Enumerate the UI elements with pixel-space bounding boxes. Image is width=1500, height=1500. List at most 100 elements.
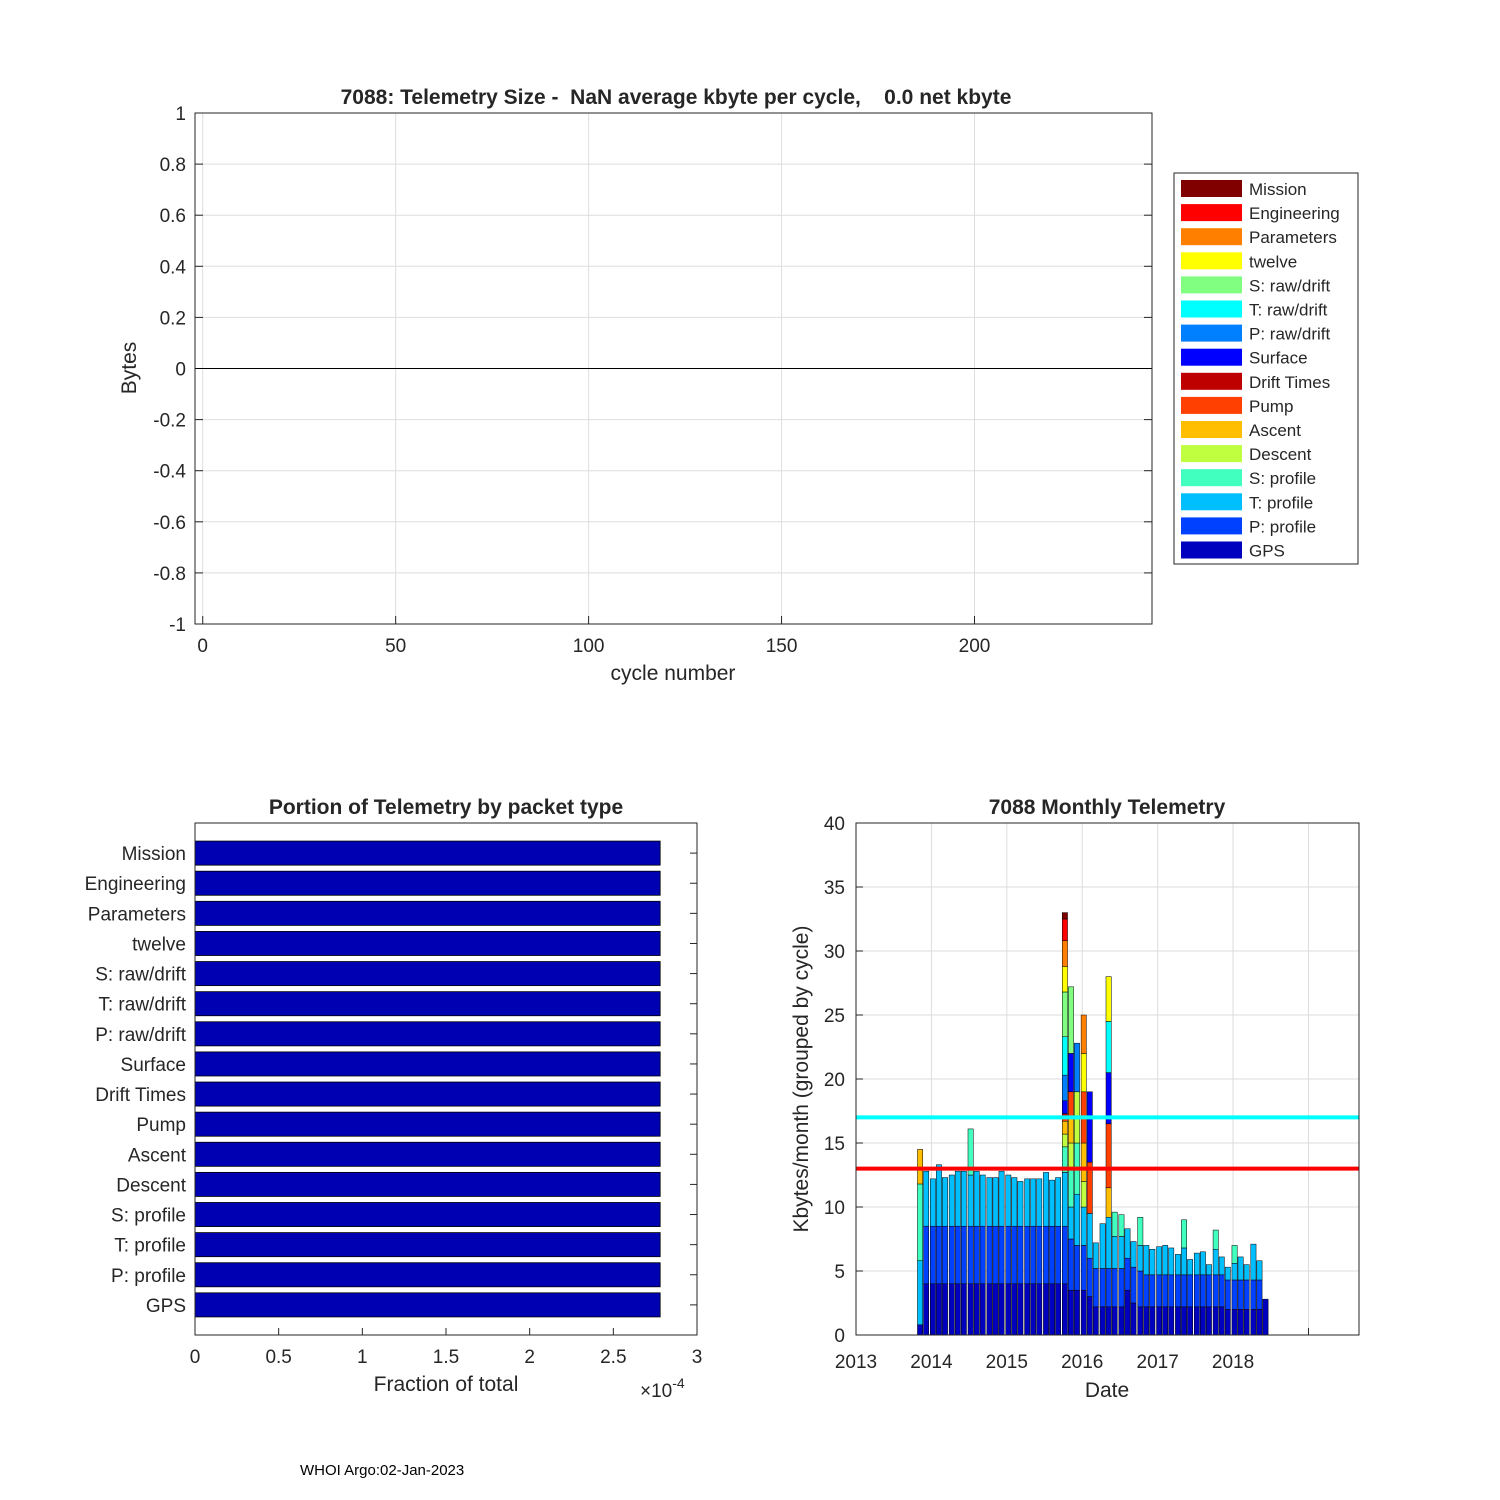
monthly-bar-segment (973, 1225, 980, 1285)
legend-label: S: profile (1249, 469, 1316, 488)
monthly-bar-segment (1080, 1014, 1087, 1054)
hbar-category-label: Mission (122, 844, 186, 865)
monthly-bar-segment (1068, 1206, 1074, 1240)
monthly-bar-segment (1068, 1238, 1074, 1291)
hbar-category-label: Ascent (128, 1145, 187, 1166)
monthly-bar-segment (1130, 1266, 1137, 1304)
monthly-bar-segment (1055, 1225, 1061, 1285)
hbar-bar (194, 1171, 661, 1197)
top-y-tick-label: 0.2 (160, 308, 186, 329)
top-y-tick-label: -0.8 (153, 564, 186, 585)
monthly-chart-title: 7088 Monthly Telemetry (989, 796, 1226, 819)
monthly-bar-segment (1193, 1306, 1200, 1336)
monthly-bar-segment (948, 1283, 955, 1336)
legend-label: P: profile (1249, 517, 1316, 536)
monthly-bar-segment (1118, 1236, 1125, 1269)
monthly-bar-segment (1062, 1225, 1068, 1285)
monthly-bar-segment (1111, 1211, 1118, 1237)
monthly-bar-segment (1017, 1181, 1024, 1227)
legend-swatch (1181, 469, 1242, 487)
monthly-bar-segment (973, 1283, 980, 1336)
monthly-bar-segment (1175, 1274, 1181, 1308)
monthly-x-tick-label: 2018 (1212, 1352, 1254, 1373)
monthly-bar-segment (1231, 1263, 1238, 1281)
monthly-bar-segment (917, 1260, 923, 1326)
monthly-y-tick-label: 40 (824, 814, 845, 835)
monthly-bar-segment (1243, 1264, 1250, 1281)
monthly-bar-segment (1187, 1306, 1193, 1336)
monthly-bar-segment (1062, 912, 1068, 920)
monthly-bar-segment (1200, 1251, 1206, 1276)
top-y-tick-label: -0.6 (153, 513, 186, 534)
top-x-tick-label: 200 (959, 636, 991, 657)
packet-portion-chart: 0 0.5 1 1.5 2 2.5 3 Mission Engineering Paramete… (85, 796, 703, 1402)
legend-label: Ascent (1249, 421, 1301, 440)
monthly-telemetry-chart: 2013 2014 2015 2016 2017 2018 0 5 10 15 20 25 30 35 40… (790, 796, 1360, 1402)
monthly-bar-segment (930, 1178, 936, 1227)
monthly-bar-segment (1005, 1174, 1012, 1227)
legend-label: twelve (1249, 252, 1297, 271)
top-x-tick-label: 100 (573, 636, 605, 657)
monthly-bar-segment (979, 1174, 986, 1227)
monthly-bar-segment (1193, 1252, 1200, 1276)
hbar-category-label: Pump (136, 1115, 186, 1136)
monthly-bar-segment (1105, 1123, 1112, 1189)
monthly-x-tick-label: 2017 (1137, 1352, 1179, 1373)
hbar-chart-title: Portion of Telemetry by packet type (269, 796, 623, 819)
monthly-bar-segment (1237, 1309, 1244, 1336)
monthly-x-axis-label: Date (1085, 1379, 1129, 1402)
monthly-bar-segment (986, 1225, 993, 1285)
monthly-bar-segment (1237, 1279, 1244, 1310)
top-tick-labels: 0 50 100 150 200 1 0.8 0.6 0.4 0.2 0 -0.2 -0.4 -0.6 -0… (153, 104, 990, 657)
monthly-bar-segment (1024, 1225, 1031, 1285)
monthly-bar-segment (1080, 1181, 1087, 1208)
monthly-bar-segment (1231, 1309, 1238, 1336)
monthly-bar-segment (1011, 1177, 1018, 1227)
monthly-bar-segment (1099, 1268, 1106, 1308)
monthly-bar-segment (1137, 1216, 1144, 1246)
legend-label: Engineering (1249, 204, 1340, 223)
monthly-bar-segment (1200, 1274, 1206, 1308)
monthly-bar-segment (998, 1283, 1005, 1336)
monthly-bar-segment (1218, 1306, 1225, 1336)
monthly-bar-segment (954, 1283, 961, 1336)
monthly-bar-segment (948, 1225, 955, 1285)
hbar-category-label: GPS (146, 1296, 186, 1317)
monthly-tick-labels: 2013 2014 2015 2016 2017 2018 0 5 10 15 20 25 30 35 40 (824, 814, 1254, 1373)
monthly-bar-segment (1212, 1306, 1219, 1336)
monthly-bar-segment (1030, 1225, 1037, 1285)
monthly-x-tick-label: 2016 (1061, 1352, 1103, 1373)
monthly-bar-segment (1005, 1225, 1012, 1285)
monthly-bar-segment (960, 1283, 967, 1336)
monthly-bar-segment (1200, 1306, 1206, 1336)
hbar-category-label: P: profile (111, 1266, 186, 1287)
monthly-bar-segment (986, 1177, 993, 1227)
monthly-bar-segment (1224, 1279, 1231, 1310)
monthly-y-tick-label: 25 (824, 1006, 845, 1027)
legend-swatch (1181, 372, 1242, 390)
monthly-reference-lines (856, 1115, 1359, 1171)
monthly-bar-segment (1168, 1247, 1175, 1276)
monthly-bar-segment (1036, 1178, 1043, 1227)
monthly-bar-segment (1062, 1036, 1068, 1076)
hbar-category-label: S: raw/drift (95, 965, 187, 986)
top-y-tick-label: 0 (175, 360, 186, 381)
monthly-bar-segment (917, 1324, 923, 1336)
monthly-bar-segment (986, 1283, 993, 1336)
monthly-bar-segment (936, 1164, 942, 1227)
monthly-bar-segment (1062, 918, 1068, 942)
monthly-y-tick-label: 15 (824, 1134, 845, 1155)
hbar-category-label: P: raw/drift (95, 1025, 187, 1046)
monthly-bar-segment (1062, 1283, 1068, 1336)
monthly-bar-segment (979, 1283, 986, 1336)
hbar-x-tick-label: 1 (357, 1347, 368, 1368)
monthly-bar-segment (1124, 1257, 1131, 1291)
hbar-bar (194, 931, 661, 956)
legend-swatch (1181, 541, 1242, 559)
monthly-bar-segment (1105, 976, 1112, 1022)
monthly-bar-segment (1181, 1306, 1187, 1336)
legend-swatch (1181, 421, 1242, 438)
monthly-bar-segment (1024, 1283, 1031, 1336)
monthly-bar-segment (1105, 1268, 1112, 1308)
hbar-category-label: Engineering (85, 874, 186, 895)
